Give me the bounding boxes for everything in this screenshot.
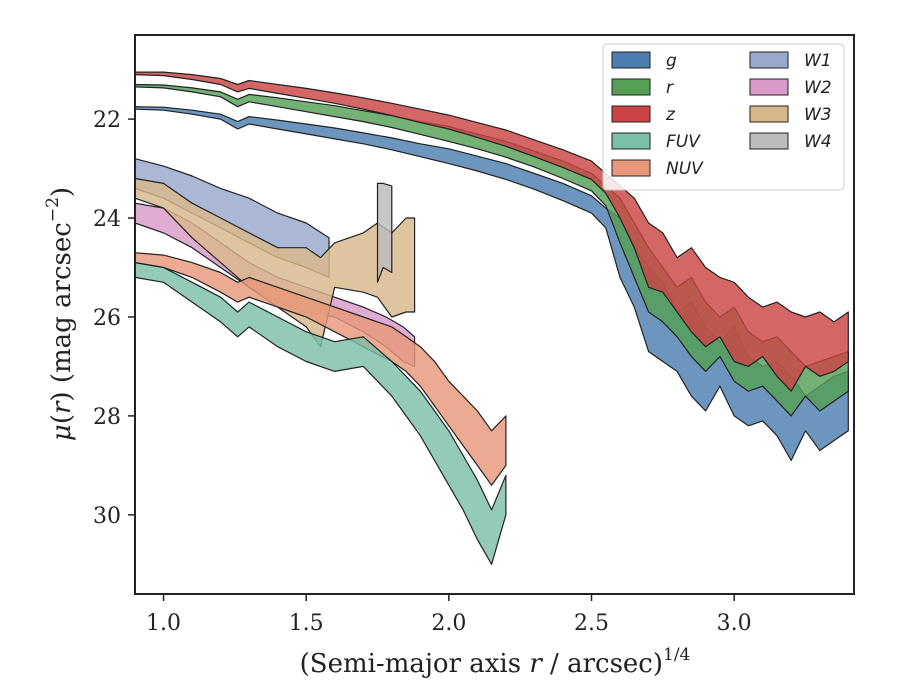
band-fuv — [134, 262, 507, 565]
y-axis-title: μ(r) (mag arcsec−2) — [43, 187, 77, 441]
x-axis-title-sup: 1/4 — [663, 645, 690, 665]
legend-label-g: g — [666, 51, 677, 71]
y-axis-title-open: ( — [47, 414, 77, 424]
y-axis-title-end: ) — [47, 187, 77, 197]
band-nuv — [134, 252, 507, 486]
y-axis-title-var: r — [47, 400, 77, 414]
legend-label-z: z — [665, 105, 676, 125]
legend-label-nuv: NUV — [666, 159, 704, 179]
legend: grz FUV NUV W1 W2 W3 W4 — [602, 43, 845, 191]
legend-swatch-w4 — [749, 132, 789, 150]
legend-label-w3: W3 — [804, 105, 832, 125]
plot-frame — [134, 34, 855, 595]
band-g — [134, 106, 849, 461]
x-axis-title: (Semi-major axis r / arcsec)1/4 — [300, 645, 691, 679]
x-axis-ticks: 1.0 1.5 2.0 2.5 3.0 — [146, 594, 752, 636]
legend-swatch-z — [611, 105, 651, 123]
legend-swatch-w1 — [749, 51, 789, 69]
band-w4 — [376, 182, 393, 283]
x-tick-label: 2.5 — [574, 611, 609, 636]
legend-label-w1: W1 — [804, 51, 832, 71]
x-axis-title-var: r — [529, 649, 543, 679]
x-axis-title-main: (Semi-major axis — [300, 649, 530, 679]
band-w3 — [134, 177, 416, 348]
y-tick-label: 24 — [93, 207, 121, 232]
x-tick-label: 1.5 — [289, 611, 324, 636]
legend-swatch-r — [611, 78, 651, 96]
legend-swatch-g — [611, 51, 651, 69]
legend-label-fuv: FUV — [666, 132, 701, 152]
band-z — [134, 71, 849, 392]
legend-label-w2: W2 — [804, 78, 832, 98]
y-tick-label: 22 — [93, 108, 121, 133]
y-axis-ticks: 22 24 26 28 30 — [93, 108, 135, 529]
legend-label-w4: W4 — [804, 132, 832, 152]
profile-bands — [134, 71, 849, 565]
y-tick-label: 30 — [93, 504, 121, 529]
y-tick-label: 26 — [93, 306, 121, 331]
legend-swatch-fuv — [611, 132, 651, 150]
y-tick-label: 28 — [93, 405, 121, 430]
legend-label-r: r — [666, 78, 674, 98]
legend-swatch-w3 — [749, 105, 789, 123]
legend-swatch-nuv — [611, 159, 651, 177]
x-tick-label: 2.0 — [431, 611, 466, 636]
y-axis-title-mu: μ — [47, 424, 77, 441]
x-tick-label: 1.0 — [146, 611, 181, 636]
legend-swatch-w2 — [749, 78, 789, 96]
x-tick-label: 3.0 — [717, 611, 752, 636]
y-axis-title-sup: −2 — [43, 197, 63, 222]
y-axis-title-close: ) (mag arcsec — [47, 222, 77, 401]
x-axis-title-rest: / arcsec) — [542, 649, 663, 679]
